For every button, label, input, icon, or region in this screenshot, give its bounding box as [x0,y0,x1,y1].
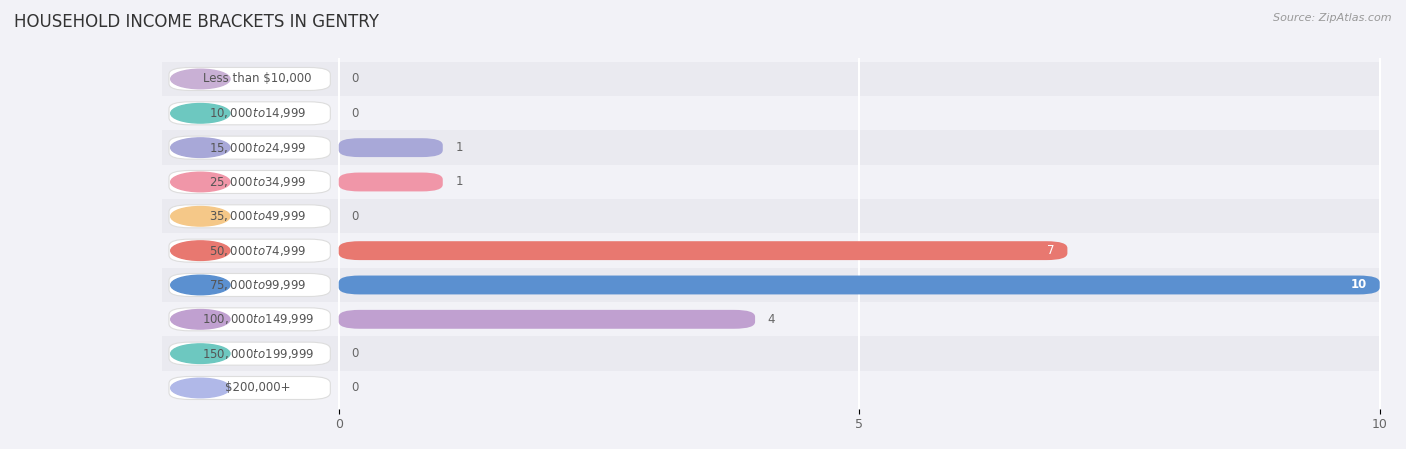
Text: $100,000 to $149,999: $100,000 to $149,999 [201,313,314,326]
Text: 0: 0 [352,107,359,120]
Text: $15,000 to $24,999: $15,000 to $24,999 [209,141,307,154]
FancyBboxPatch shape [162,371,1379,405]
FancyBboxPatch shape [162,96,1379,131]
Text: $75,000 to $99,999: $75,000 to $99,999 [209,278,307,292]
Circle shape [170,241,231,260]
FancyBboxPatch shape [162,233,1379,268]
Circle shape [170,69,231,89]
Text: 1: 1 [456,141,463,154]
Circle shape [170,172,231,192]
Text: $50,000 to $74,999: $50,000 to $74,999 [209,244,307,258]
Circle shape [170,138,231,158]
Text: $200,000+: $200,000+ [225,382,291,395]
Text: $25,000 to $34,999: $25,000 to $34,999 [209,175,307,189]
FancyBboxPatch shape [339,241,1067,260]
Text: $10,000 to $14,999: $10,000 to $14,999 [209,106,307,120]
FancyBboxPatch shape [169,171,330,194]
Circle shape [170,309,231,329]
FancyBboxPatch shape [169,376,330,400]
FancyBboxPatch shape [162,165,1379,199]
FancyBboxPatch shape [169,342,330,365]
FancyBboxPatch shape [162,131,1379,165]
Circle shape [170,275,231,295]
FancyBboxPatch shape [169,273,330,296]
FancyBboxPatch shape [162,336,1379,371]
Text: 10: 10 [1351,278,1367,291]
Circle shape [170,104,231,123]
Text: Source: ZipAtlas.com: Source: ZipAtlas.com [1274,13,1392,23]
Text: HOUSEHOLD INCOME BRACKETS IN GENTRY: HOUSEHOLD INCOME BRACKETS IN GENTRY [14,13,380,31]
FancyBboxPatch shape [339,138,443,157]
Circle shape [170,344,231,363]
Text: 0: 0 [352,210,359,223]
FancyBboxPatch shape [169,102,330,125]
Text: $35,000 to $49,999: $35,000 to $49,999 [209,209,307,223]
Text: 4: 4 [768,313,775,326]
Text: 0: 0 [352,72,359,85]
FancyBboxPatch shape [169,67,330,90]
Text: Less than $10,000: Less than $10,000 [204,72,312,85]
FancyBboxPatch shape [339,310,755,329]
Text: $150,000 to $199,999: $150,000 to $199,999 [201,347,314,361]
Text: 7: 7 [1047,244,1054,257]
FancyBboxPatch shape [162,268,1379,302]
FancyBboxPatch shape [169,136,330,159]
FancyBboxPatch shape [339,172,443,191]
Circle shape [170,207,231,226]
FancyBboxPatch shape [162,302,1379,336]
FancyBboxPatch shape [339,276,1379,295]
FancyBboxPatch shape [162,199,1379,233]
FancyBboxPatch shape [169,308,330,331]
Circle shape [170,378,231,398]
FancyBboxPatch shape [169,239,330,262]
FancyBboxPatch shape [162,62,1379,96]
Text: 0: 0 [352,347,359,360]
Text: 0: 0 [352,382,359,395]
Text: 1: 1 [456,176,463,189]
FancyBboxPatch shape [169,205,330,228]
